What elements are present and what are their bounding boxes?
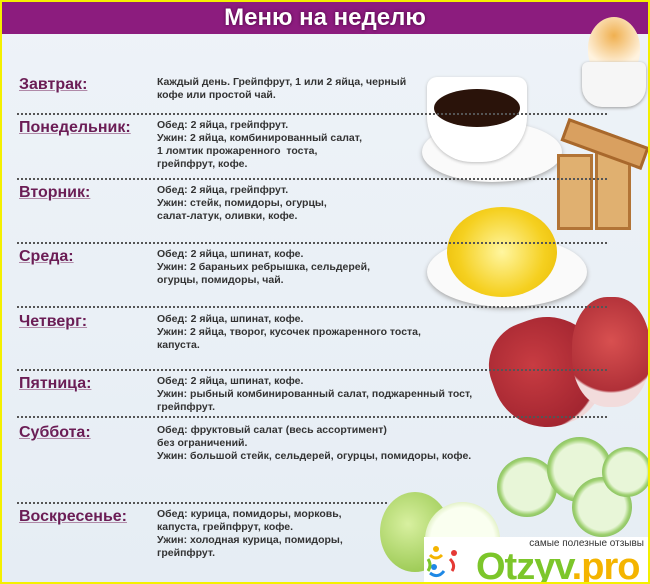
otzyv-watermark: самые полезные отзывы Otzyv.pro: [424, 537, 648, 582]
divider: [17, 416, 607, 418]
day-label: Суббота:: [19, 424, 91, 441]
day-label: Четверг:: [19, 313, 88, 330]
day-label: Вторник:: [19, 184, 91, 201]
toast-image: [557, 118, 648, 230]
day-label: Воскресенье:: [19, 508, 128, 525]
day-menu: Каждый день. Грейпфрут, 1 или 2 яйца, че…: [157, 76, 407, 101]
brand-name: Otzyv: [476, 546, 573, 584]
divider: [17, 306, 607, 308]
day-menu: Обед: фруктовый салат (весь ассортимент)…: [157, 424, 472, 462]
day-menu: Обед: курица, помидоры, морковь, капуста…: [157, 508, 343, 559]
watermark-brand: Otzyv.pro: [476, 548, 640, 582]
brand-suffix: .pro: [571, 546, 641, 584]
cucumber-image: [492, 432, 648, 542]
day-menu: Обед: 2 яйца, грейпфрут. Ужин: стейк, по…: [157, 184, 327, 222]
coffee-cup-image: [422, 77, 562, 187]
day-menu: Обед: 2 яйца, шпинат, кофе. Ужин: 2 бара…: [157, 248, 370, 286]
meat-image: [476, 297, 648, 443]
divider: [17, 502, 387, 504]
grapefruit-image: [427, 202, 587, 312]
watermark-tagline: самые полезные отзывы: [529, 538, 644, 549]
divider: [17, 113, 607, 115]
day-menu: Обед: 2 яйца, шпинат, кофе. Ужин: 2 яйца…: [157, 313, 421, 351]
day-label: Среда:: [19, 248, 74, 265]
day-menu: Обед: 2 яйца, шпинат, кофе. Ужин: рыбный…: [157, 375, 473, 413]
day-label: Понедельник:: [19, 119, 131, 136]
page-title: Меню на неделю: [224, 4, 426, 31]
title-bar: [2, 2, 648, 34]
divider: [17, 178, 607, 180]
divider: [17, 369, 607, 371]
egg-cup-image: [582, 17, 646, 107]
day-label: Пятница:: [19, 375, 92, 392]
divider: [17, 242, 607, 244]
otzyv-logo-icon: [426, 546, 457, 578]
day-menu: Обед: 2 яйца, грейпфрут. Ужин: 2 яйца, к…: [157, 119, 362, 170]
day-label: Завтрак:: [19, 76, 88, 93]
